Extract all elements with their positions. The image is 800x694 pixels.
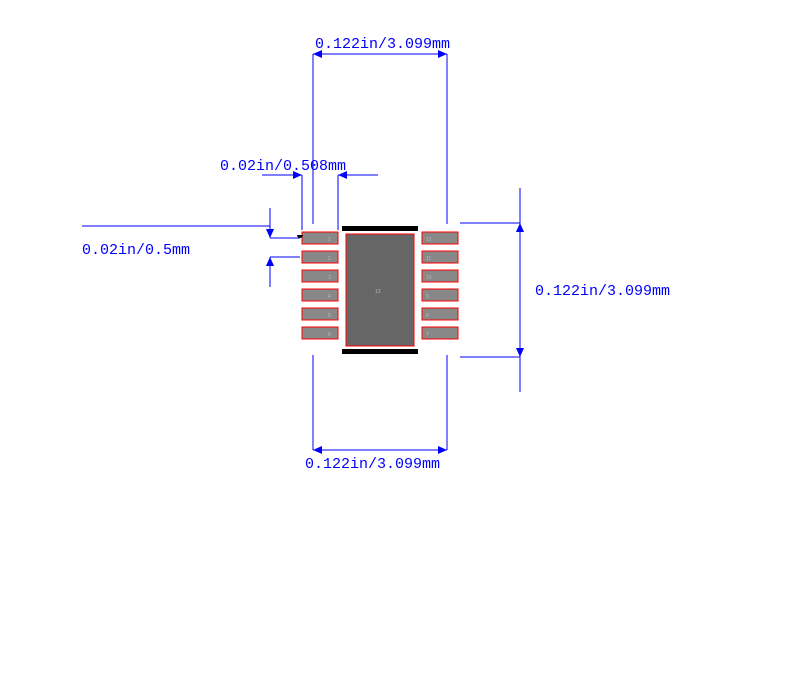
dim-pin-pitch: 0.02in/0.5mm xyxy=(82,242,190,259)
pin-label: 2 xyxy=(328,256,331,262)
dim-right-height: 0.122in/3.099mm xyxy=(535,283,670,300)
pin-label: 10 xyxy=(426,275,432,281)
pin-label: 5 xyxy=(328,313,331,319)
pad-2 xyxy=(302,251,338,263)
pin-label: 1 xyxy=(328,237,331,243)
dim-arrow xyxy=(313,446,322,454)
dim-arrow xyxy=(438,446,447,454)
pin-label: 8 xyxy=(426,313,429,319)
footprint-drawing: 123456121110987130.122in/3.099mm0.02in/0… xyxy=(0,0,800,694)
pin-label: 7 xyxy=(426,332,429,338)
pad-5 xyxy=(302,308,338,320)
dim-pad-width: 0.02in/0.508mm xyxy=(220,158,346,175)
pad-4 xyxy=(302,289,338,301)
pin-label: 3 xyxy=(328,275,331,281)
pin-label: 11 xyxy=(426,256,431,262)
dim-arrow xyxy=(516,348,524,357)
silkscreen-bar xyxy=(342,226,418,231)
dim-top-width: 0.122in/3.099mm xyxy=(315,36,450,53)
pad-6 xyxy=(302,327,338,339)
pad-3 xyxy=(302,270,338,282)
pad-1 xyxy=(302,232,338,244)
pin-label: 6 xyxy=(328,332,331,338)
dim-arrow xyxy=(266,229,274,238)
center-pad-label: 13 xyxy=(375,289,381,295)
dim-arrow xyxy=(266,257,274,266)
pin-label: 4 xyxy=(328,294,331,300)
pin-label: 9 xyxy=(426,294,429,300)
dim-arrow xyxy=(516,223,524,232)
silkscreen-bar xyxy=(342,349,418,354)
pin-label: 12 xyxy=(426,237,432,243)
dim-bottom-width: 0.122in/3.099mm xyxy=(305,456,440,473)
